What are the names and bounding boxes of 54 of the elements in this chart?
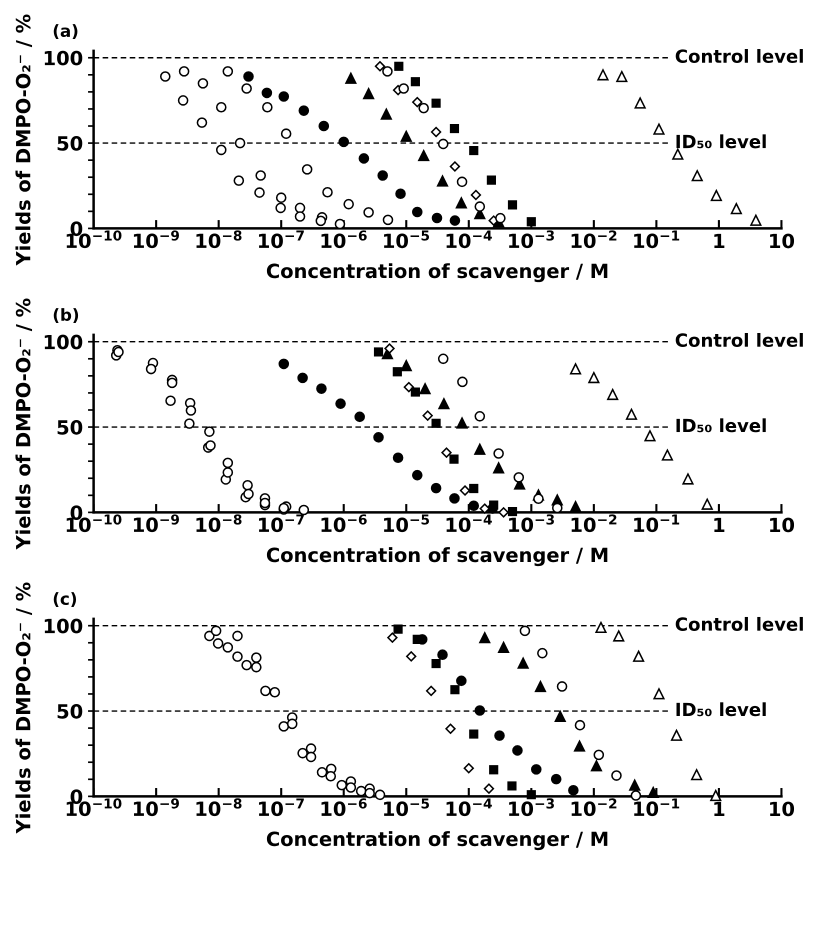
- x-tick-label: 10$^{−8}$: [196, 230, 242, 248]
- ref-line-label: ID₅₀ level: [676, 418, 766, 432]
- x-axis-title: Concentration of scavenger / M: [266, 547, 608, 566]
- x-tick-label: 10$^{−2}$: [572, 230, 616, 248]
- x-tick-label: 1: [714, 518, 724, 532]
- x-axis-title: Concentration of scavenger / M: [266, 831, 608, 850]
- chart-title: (b): [54, 308, 78, 323]
- x-tick-label: 10$^{−3}$: [509, 514, 554, 532]
- y-axis-title: Yields of DMPO-O₂⁻ / %: [15, 298, 32, 550]
- x-axis-title: Concentration of scavenger / M: [266, 263, 608, 282]
- x-tick-label: 10: [770, 234, 794, 248]
- x-tick-label: 1: [714, 802, 724, 816]
- x-tick-label: 10: [770, 802, 794, 816]
- y-axis-title: Yields of DMPO-O₂⁻ / %: [15, 582, 32, 834]
- chart-title: (a): [54, 24, 78, 40]
- y-tick-label: 100: [44, 50, 82, 66]
- y-tick-label: 50: [58, 420, 82, 435]
- ref-line-label: Control level: [676, 332, 803, 347]
- ref-line-label: Control level: [676, 49, 803, 63]
- x-tick-label: 10$^{−3}$: [509, 230, 554, 248]
- y-tick-label: 50: [58, 704, 82, 719]
- x-tick-label: 10$^{−4}$: [446, 798, 492, 816]
- x-tick-label: 10$^{−1}$: [634, 514, 680, 532]
- x-tick-label: 10$^{−9}$: [134, 798, 179, 816]
- y-tick-label: 100: [44, 334, 82, 350]
- y-tick-label: 50: [58, 136, 82, 151]
- ref-line-label: ID₅₀ level: [676, 134, 766, 148]
- x-tick-label: 10$^{−3}$: [509, 798, 554, 816]
- x-tick-label: 10$^{−7}$: [258, 230, 304, 248]
- x-tick-label: 10$^{−4}$: [446, 514, 492, 532]
- x-tick-label: 10$^{−5}$: [384, 798, 430, 816]
- y-tick-label: 100: [44, 618, 82, 634]
- x-tick-label: 10$^{−8}$: [196, 514, 242, 532]
- x-tick-label: 10$^{−5}$: [384, 230, 430, 248]
- x-tick-label: 10$^{−2}$: [572, 514, 616, 532]
- x-tick-label: 10$^{−6}$: [322, 798, 367, 816]
- x-tick-label: 10$^{−1}$: [634, 230, 680, 248]
- x-tick-label: 1: [714, 234, 724, 248]
- ref-line-label: Control level: [676, 616, 803, 631]
- x-tick-label: 10: [770, 518, 794, 532]
- x-tick-label: 10$^{−7}$: [258, 798, 304, 816]
- y-axis-title: Yields of DMPO-O₂⁻ / %: [15, 14, 32, 266]
- x-tick-label: 10$^{−4}$: [446, 230, 492, 248]
- x-tick-label: 10$^{−6}$: [322, 230, 367, 248]
- x-tick-label: 10$^{−9}$: [134, 230, 179, 248]
- x-tick-label: 10$^{−1}$: [634, 798, 680, 816]
- x-tick-label: 10$^{−5}$: [384, 514, 430, 532]
- chart-title: (c): [54, 592, 76, 607]
- x-tick-label: 10$^{−2}$: [572, 798, 616, 816]
- x-tick-label: 10$^{−9}$: [134, 514, 179, 532]
- x-tick-label: 10$^{−7}$: [258, 514, 304, 532]
- x-tick-label: 10$^{−8}$: [196, 798, 242, 816]
- ref-line-label: ID₅₀ level: [676, 702, 766, 716]
- x-tick-label: 10$^{−6}$: [322, 514, 367, 532]
